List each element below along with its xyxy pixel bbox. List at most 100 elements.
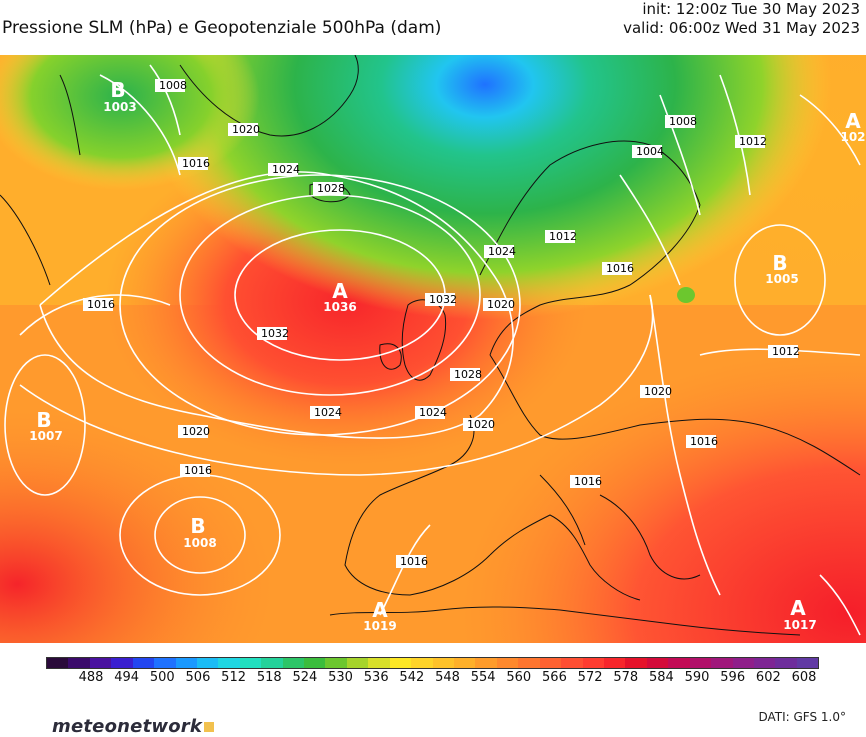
color-scale-tick: 602 — [755, 670, 781, 685]
svg-text:1016: 1016 — [574, 475, 602, 488]
svg-text:B: B — [110, 78, 125, 102]
color-scale-tick: 494 — [114, 670, 140, 685]
color-swatch — [603, 658, 626, 668]
color-scale-tick: 548 — [435, 670, 460, 685]
isobar-label: 1024 — [415, 406, 447, 419]
color-swatch — [518, 658, 540, 668]
color-swatch — [389, 658, 412, 668]
color-swatch — [775, 658, 797, 668]
color-scale-tick: 584 — [648, 670, 674, 685]
color-scale-tick: 524 — [292, 670, 318, 685]
color-swatch — [111, 658, 133, 668]
svg-text:1024: 1024 — [488, 245, 516, 258]
color-scale-tick: 578 — [613, 670, 639, 685]
color-scale-tick: 590 — [684, 670, 710, 685]
isobar-label: 1016 — [686, 435, 718, 448]
svg-text:A: A — [845, 109, 861, 133]
color-swatch — [475, 658, 497, 668]
color-scale-tick: 560 — [506, 670, 532, 685]
valid-time: valid: 06:00z Wed 31 May 2023 — [623, 19, 860, 37]
color-swatch — [282, 658, 305, 668]
color-swatch — [68, 658, 90, 668]
color-scale-tick: 554 — [470, 670, 496, 685]
isobar-label: 1016 — [180, 464, 212, 477]
color-swatch — [47, 658, 69, 668]
run-info: init: 12:00z Tue 30 May 2023 valid: 06:0… — [623, 0, 860, 38]
isobar-labels: 1008 1016 1020 1024 1028 1012 1004 1008 … — [83, 79, 800, 568]
isobar-label: 1012 — [768, 345, 800, 358]
svg-text:1020: 1020 — [487, 298, 515, 311]
color-swatch — [753, 658, 776, 668]
color-scale-ticks: 488 494 500 506 512 518 524 530 536 542 548 554 560 5… — [46, 670, 819, 690]
svg-text:1020: 1020 — [232, 123, 260, 136]
color-swatch — [539, 658, 562, 668]
svg-text:1003: 1003 — [103, 100, 136, 114]
data-source: DATI: GFS 1.0° — [758, 710, 846, 724]
svg-text:A: A — [332, 279, 348, 303]
color-scale-tick: 488 — [78, 670, 104, 685]
svg-text:A: A — [372, 598, 388, 622]
color-scale-tick: 572 — [577, 670, 603, 685]
svg-text:1020: 1020 — [467, 418, 495, 431]
svg-text:1028: 1028 — [454, 368, 482, 381]
svg-text:1012: 1012 — [549, 230, 577, 243]
svg-text:1016: 1016 — [184, 464, 212, 477]
svg-text:A: A — [790, 596, 806, 620]
isobar-label: 1028 — [313, 182, 345, 195]
color-scale-tick: 530 — [328, 670, 353, 685]
svg-text:1036: 1036 — [323, 300, 356, 314]
isobars — [4, 64, 861, 636]
svg-text:B: B — [772, 251, 787, 275]
color-swatch — [454, 658, 476, 668]
svg-text:1008: 1008 — [183, 536, 216, 550]
color-scale-tick: 596 — [720, 670, 746, 685]
color-swatch — [196, 658, 219, 668]
color-swatch — [154, 658, 176, 668]
isobar-label: 1024 — [268, 163, 300, 176]
color-swatch — [132, 658, 155, 668]
svg-text:1016: 1016 — [87, 298, 115, 311]
color-swatch — [325, 658, 347, 668]
isobar-label: 1020 — [228, 123, 260, 136]
color-swatch — [175, 658, 197, 668]
init-time: init: 12:00z Tue 30 May 2023 — [642, 0, 860, 18]
color-swatch — [89, 658, 112, 668]
isobar-label: 1012 — [545, 230, 577, 243]
weather-map: 1008 1016 1020 1024 1028 1012 1004 1008 … — [0, 55, 866, 643]
meteonetwork-logo: meteonetwork — [52, 716, 215, 737]
isobar-label: 1016 — [178, 157, 210, 170]
color-scale-tick: 518 — [256, 670, 282, 685]
isobar-label: 1032 — [425, 293, 457, 306]
color-scale-bar — [46, 657, 819, 669]
svg-text:1032: 1032 — [261, 327, 289, 340]
isobar-label: 1032 — [257, 327, 289, 340]
isobar-label: 1012 — [735, 135, 767, 148]
color-scale-tick: 500 — [149, 670, 175, 685]
color-swatch — [646, 658, 669, 668]
isobar-label: 1024 — [484, 245, 516, 258]
svg-text:1008: 1008 — [159, 79, 187, 92]
svg-text:1007: 1007 — [29, 429, 62, 443]
color-swatch — [689, 658, 712, 668]
isobar-label: 1020 — [640, 385, 672, 398]
isobar-label: 1016 — [83, 298, 115, 311]
svg-text:1016: 1016 — [690, 435, 718, 448]
color-swatch — [368, 658, 390, 668]
svg-text:1004: 1004 — [636, 145, 664, 158]
isobar-label: 1024 — [310, 406, 342, 419]
isobar-label: 1008 — [665, 115, 697, 128]
color-swatch — [711, 658, 733, 668]
color-scale-tick: 608 — [791, 670, 817, 685]
color-swatch — [239, 658, 262, 668]
color-swatch — [625, 658, 647, 668]
color-scale-tick: 512 — [221, 670, 247, 685]
color-swatch — [668, 658, 690, 668]
svg-text:1024: 1024 — [419, 406, 447, 419]
svg-text:1024: 1024 — [272, 163, 300, 176]
